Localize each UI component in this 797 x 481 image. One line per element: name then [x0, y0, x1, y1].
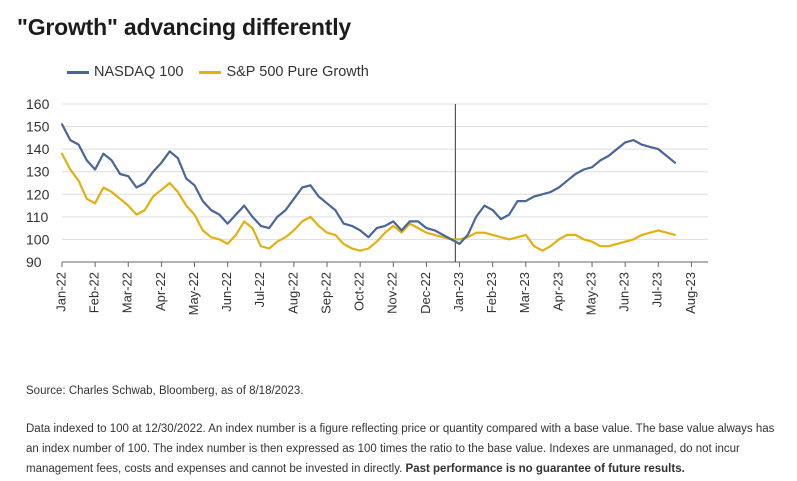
- y-tick-label: 150: [26, 119, 50, 135]
- footnote-text: Data indexed to 100 at 12/30/2022. An in…: [26, 423, 775, 475]
- legend-swatch-sp500: [199, 70, 222, 74]
- source-note: Source: Charles Schwab, Bloomberg, as of…: [26, 385, 304, 397]
- x-tick-label: Apr-23: [550, 272, 565, 311]
- x-tick-label: Jul-22: [252, 272, 267, 307]
- x-tick-label: Jan-22: [53, 272, 68, 312]
- x-tick-label: Jan-23: [451, 272, 466, 312]
- x-tick-label: Mar-23: [517, 272, 532, 313]
- x-tick-label: Apr-22: [153, 272, 168, 311]
- x-tick-label: Feb-23: [484, 272, 499, 313]
- legend-swatch-nasdaq: [67, 70, 89, 74]
- footnote: Data indexed to 100 at 12/30/2022. An in…: [26, 419, 788, 479]
- x-tick-label: Dec-22: [418, 272, 433, 314]
- x-tick-label: May-22: [186, 272, 201, 315]
- y-tick-label: 90: [26, 254, 42, 270]
- legend-label-sp500: S&P 500 Pure Growth: [226, 64, 369, 80]
- chart-legend: NASDAQ 100 S&P 500 Pure Growth: [67, 64, 385, 80]
- x-tick-label: Mar-22: [120, 272, 135, 313]
- line-chart: 90 100 110 120 130 140 150 160 Jan-22 Feb-22 Mar-2…: [26, 96, 708, 315]
- legend-item-nasdaq: NASDAQ 100: [67, 64, 183, 80]
- legend-item-sp500: S&P 500 Pure Growth: [199, 64, 369, 80]
- sp500-line: [60, 152, 677, 252]
- x-tick-label: Aug-22: [285, 272, 300, 314]
- chart-title: "Growth" advancing differently: [17, 14, 352, 40]
- y-tick-label: 160: [26, 96, 50, 112]
- x-tick-label: May-23: [583, 272, 598, 315]
- x-tick-label: Feb-22: [87, 272, 102, 313]
- legend-label-nasdaq: NASDAQ 100: [94, 64, 184, 80]
- footnote-disclaimer: Past performance is no guarantee of futu…: [405, 463, 685, 475]
- x-tick-label: Jul-23: [650, 272, 665, 307]
- nasdaq-line: [60, 123, 677, 245]
- x-tick-label: Oct-22: [352, 272, 367, 311]
- x-tick-label: Jun-22: [219, 272, 234, 312]
- y-tick-label: 140: [26, 141, 50, 157]
- y-tick-label: 130: [26, 164, 50, 180]
- y-tick-label: 110: [26, 209, 49, 225]
- x-tick-label: Sep-22: [318, 272, 333, 314]
- x-tick-label: Aug-23: [683, 272, 698, 314]
- y-tick-label: 120: [26, 186, 50, 202]
- y-tick-label: 100: [26, 231, 50, 247]
- x-tick-label: Jun-23: [617, 272, 632, 312]
- x-tick-label: Nov-22: [385, 272, 400, 314]
